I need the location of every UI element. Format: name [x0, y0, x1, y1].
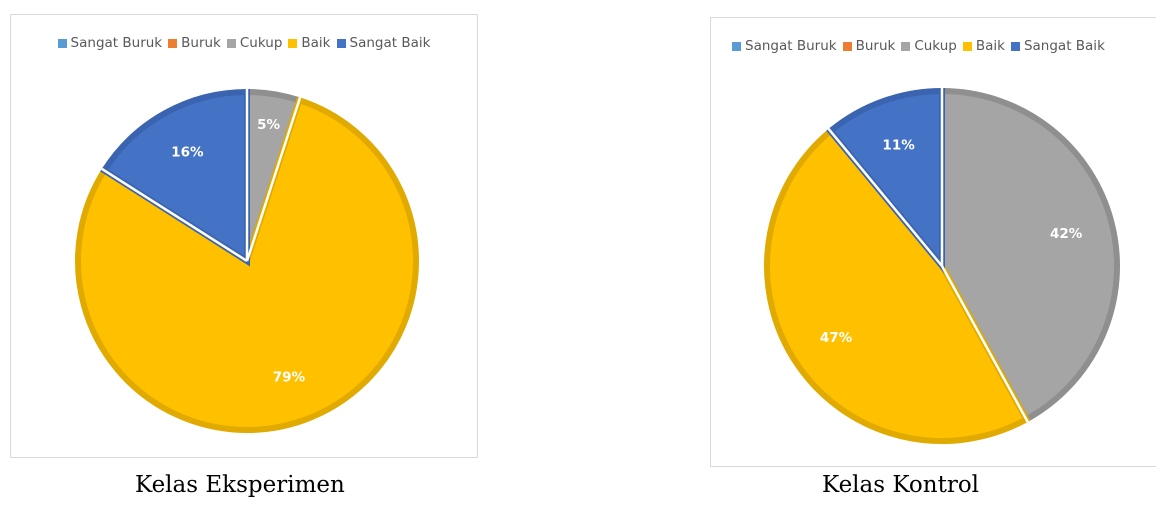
legend-swatch [962, 41, 972, 51]
pie-chart-svg: 5% 79% 16% [75, 88, 419, 433]
legend-item: Buruk [168, 35, 221, 51]
data-label-cukup: 5% [257, 117, 280, 133]
legend-swatch [336, 38, 346, 48]
legend-label: Sangat Buruk [745, 38, 837, 54]
legend-label: Cukup [914, 38, 957, 54]
legend-item: Baik [962, 38, 1005, 54]
data-label-baik: 79% [273, 370, 306, 386]
legend-label: Baik [975, 38, 1005, 54]
pie-chart-kontrol: Sangat Buruk Buruk Cukup Baik Sangat Baik 42… [710, 17, 1156, 467]
pie-slice-sangat-baik [100, 88, 250, 267]
chart-caption-kontrol: Kelas Kontrol [822, 472, 980, 498]
pie-slice-baik [75, 96, 419, 433]
pie-slice-baik [764, 126, 1031, 444]
legend-label: Cukup [239, 35, 283, 51]
legend-item: Baik [288, 35, 331, 51]
slice-separator [101, 167, 248, 263]
legend-label: Sangat Baik [349, 35, 431, 51]
data-label-baik: 47% [820, 330, 853, 346]
legend-item: Sangat Buruk [732, 38, 837, 54]
legend-swatch [226, 38, 236, 48]
pie-slice-sangat-baik [826, 87, 945, 275]
legend-item: Sangat Buruk [57, 35, 163, 51]
data-label-sangat-baik: 11% [882, 137, 915, 153]
slice-separator [827, 128, 943, 267]
legend-item: Sangat Baik [336, 35, 431, 51]
legend-swatch [732, 41, 741, 51]
legend-label: Baik [301, 35, 331, 51]
legend-item: Cukup [226, 35, 283, 51]
legend-item: Buruk [842, 38, 896, 54]
legend-swatch [842, 41, 852, 51]
legend-swatch [57, 38, 67, 48]
legend-swatch [1010, 41, 1020, 51]
data-label-sangat-baik: 16% [171, 144, 204, 160]
data-label-cukup: 42% [1050, 226, 1083, 242]
slice-separator [940, 265, 1029, 423]
legend-label: Sangat Baik [1023, 38, 1105, 54]
chart-legend: Sangat Buruk Buruk Cukup Baik Sangat Baik [729, 38, 1108, 54]
pie-slice-cukup [939, 87, 1120, 424]
legend-label: Buruk [855, 38, 896, 54]
legend-swatch [288, 38, 298, 48]
legend-swatch [168, 38, 178, 48]
chart-caption-eksperimen: Kelas Eksperimen [135, 472, 345, 498]
pie-chart-eksperimen: Sangat Buruk Buruk Cukup Baik Sangat Baik 5%… [10, 14, 478, 458]
pie-chart-svg: 42% 47% 11% [764, 87, 1120, 444]
chart-legend: Sangat Buruk Buruk Cukup Baik Sangat Baik [11, 35, 477, 51]
slice-separator [245, 97, 302, 262]
legend-item: Cukup [901, 38, 957, 54]
legend-swatch [901, 41, 911, 51]
legend-label: Buruk [181, 35, 221, 51]
legend-item: Sangat Baik [1010, 38, 1105, 54]
legend-label: Sangat Buruk [70, 35, 163, 51]
